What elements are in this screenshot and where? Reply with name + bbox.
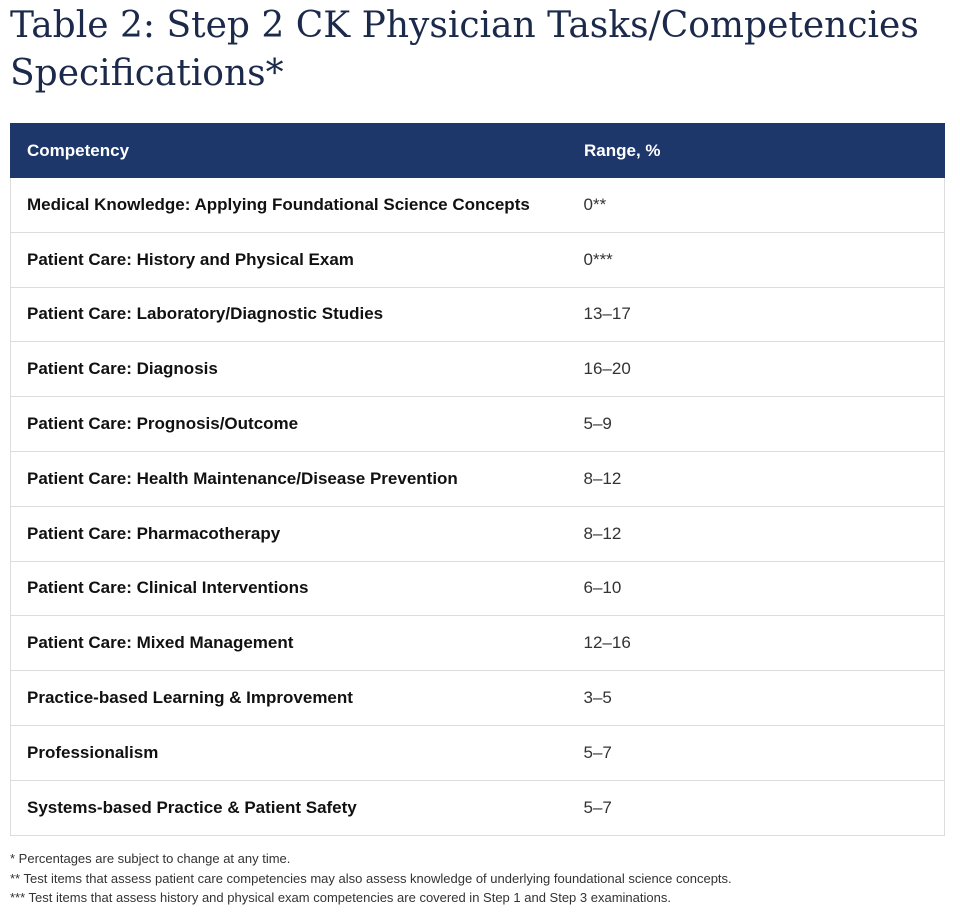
table-row: Patient Care: Laboratory/Diagnostic Stud… [10, 286, 945, 343]
competency-cell: Medical Knowledge: Applying Foundational… [10, 177, 568, 233]
table-row: Patient Care: Pharmacotherapy 8–12 [10, 505, 945, 562]
range-cell: 16–20 [567, 341, 945, 398]
table-row: Patient Care: Mixed Management 12–16 [10, 615, 945, 672]
competency-cell: Patient Care: Pharmacotherapy [10, 505, 568, 562]
competency-cell: Patient Care: Health Maintenance/Disease… [10, 450, 568, 507]
table-row: Medical Knowledge: Applying Foundational… [10, 177, 945, 233]
competency-cell: Systems-based Practice & Patient Safety [10, 779, 568, 836]
competency-cell: Professionalism [10, 724, 568, 781]
footnote: ** Test items that assess patient care c… [10, 870, 732, 886]
competency-cell: Patient Care: Laboratory/Diagnostic Stud… [10, 286, 568, 343]
table-row: Patient Care: Diagnosis 16–20 [10, 341, 945, 398]
table-row: Systems-based Practice & Patient Safety … [10, 779, 945, 836]
competency-cell: Practice-based Learning & Improvement [10, 670, 568, 726]
competency-table: Competency Range, % Medical Knowledge: A… [10, 123, 945, 836]
range-cell: 3–5 [567, 670, 945, 726]
header-row: Competency Range, % [10, 123, 945, 178]
range-cell: 5–7 [567, 724, 945, 781]
range-cell: 13–17 [567, 286, 945, 343]
table-header: Competency Range, % [10, 123, 945, 178]
competency-cell: Patient Care: Clinical Interventions [10, 560, 568, 617]
range-cell: 0*** [567, 231, 945, 288]
range-cell: 5–7 [567, 779, 945, 836]
competency-table-container: Competency Range, % Medical Knowledge: A… [10, 123, 945, 836]
footnotes: * Percentages are subject to change at a… [10, 849, 940, 908]
competency-cell: Patient Care: Prognosis/Outcome [10, 396, 568, 452]
header-competency: Competency [10, 123, 568, 178]
competency-cell: Patient Care: Diagnosis [10, 341, 568, 398]
range-cell: 5–9 [567, 396, 945, 452]
competency-cell: Patient Care: History and Physical Exam [10, 231, 568, 288]
page-title: Table 2: Step 2 CK Physician Tasks/Compe… [10, 5, 919, 94]
range-cell: 8–12 [567, 450, 945, 507]
table-row: Patient Care: History and Physical Exam … [10, 231, 945, 288]
table-row: Practice-based Learning & Improvement 3–… [10, 670, 945, 726]
table-row: Patient Care: Clinical Interventions 6–1… [10, 560, 945, 617]
range-cell: 0** [567, 177, 945, 233]
range-cell: 12–16 [567, 615, 945, 672]
range-cell: 6–10 [567, 560, 945, 617]
range-cell: 8–12 [567, 505, 945, 562]
table-body: Medical Knowledge: Applying Foundational… [10, 177, 945, 836]
table-row: Patient Care: Health Maintenance/Disease… [10, 450, 945, 507]
footnote: * Percentages are subject to change at a… [10, 851, 291, 866]
competency-cell: Patient Care: Mixed Management [10, 615, 568, 672]
table-row: Professionalism 5–7 [10, 724, 945, 781]
header-range: Range, % [567, 123, 945, 178]
footnote: *** Test items that assess history and p… [10, 890, 671, 905]
table-row: Patient Care: Prognosis/Outcome 5–9 [10, 396, 945, 452]
